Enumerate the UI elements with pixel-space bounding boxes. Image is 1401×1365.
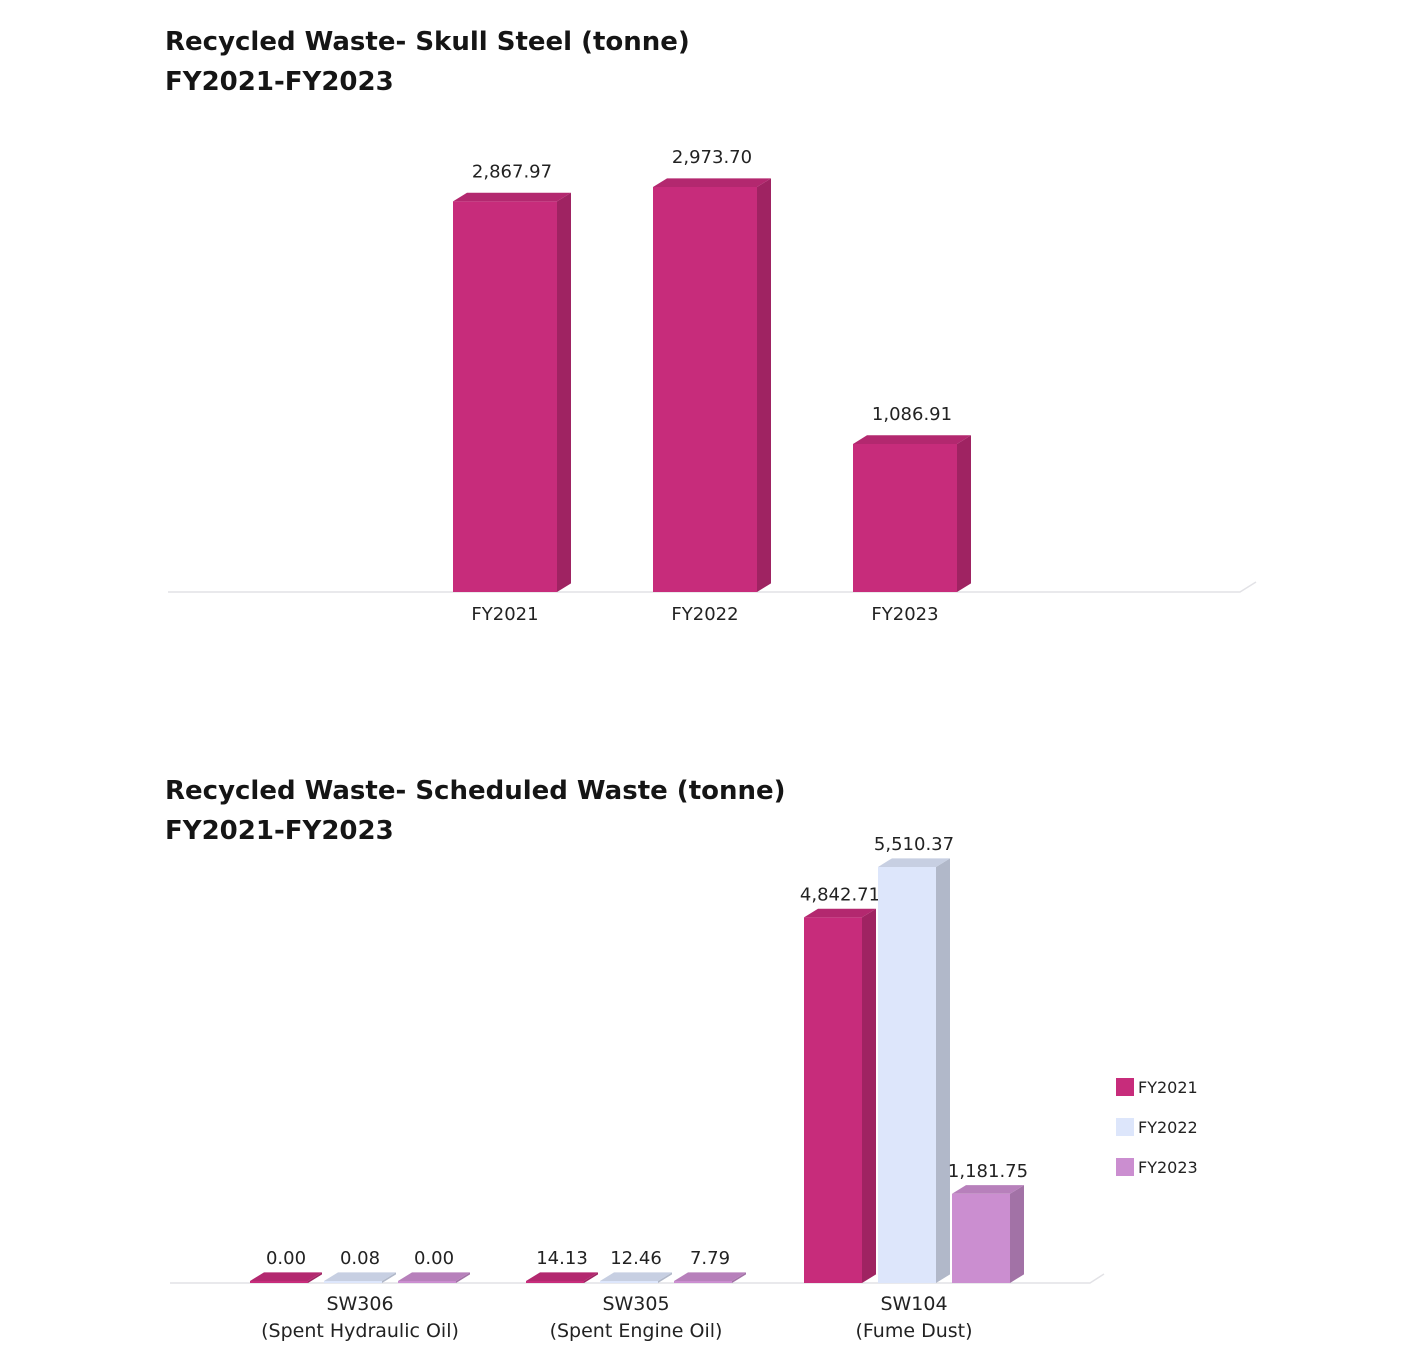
bar-front bbox=[324, 1281, 382, 1283]
bar-fy2022 bbox=[653, 178, 771, 592]
chart-title-line: Recycled Waste- Skull Steel (tonne) bbox=[165, 27, 690, 57]
bar-top bbox=[398, 1272, 470, 1281]
chart-title-line: Recycled Waste- Scheduled Waste (tonne) bbox=[165, 776, 786, 806]
bar-side bbox=[658, 1272, 672, 1283]
data-label: 0.00 bbox=[266, 1248, 306, 1269]
bar-fy2022-sw305 bbox=[600, 1272, 672, 1283]
bar-top bbox=[453, 192, 571, 202]
data-label: 1,086.91 bbox=[872, 404, 952, 425]
bar-fy2021-sw306 bbox=[250, 1272, 322, 1283]
bar-fy2022-sw104 bbox=[878, 858, 950, 1283]
bar-top bbox=[952, 1185, 1024, 1194]
legend-label: FY2021 bbox=[1138, 1077, 1198, 1097]
legend-item-fy2022: FY2022 bbox=[1116, 1107, 1198, 1147]
x-tick-label: FY2021 bbox=[471, 604, 538, 625]
bar-side bbox=[732, 1272, 746, 1283]
data-label: 4,842.71 bbox=[800, 884, 880, 905]
bar-fy2023-sw306 bbox=[398, 1272, 470, 1283]
bar-side bbox=[1010, 1185, 1024, 1283]
bar-top bbox=[674, 1272, 746, 1281]
bar-front bbox=[600, 1281, 658, 1283]
scheduled-waste-plot: 0.00 0.08 0.00 SW306 (Spent Hydraulic Oil) 14… bbox=[170, 834, 1105, 1342]
bar-fy2023-sw305 bbox=[674, 1272, 746, 1283]
legend-swatch bbox=[1116, 1078, 1134, 1096]
bar-front bbox=[674, 1281, 732, 1283]
bar-top bbox=[600, 1272, 672, 1281]
bar-side bbox=[584, 1272, 598, 1283]
bar-side bbox=[957, 435, 971, 592]
bar-top bbox=[324, 1272, 396, 1281]
x-tick-label: SW104 bbox=[880, 1293, 947, 1315]
legend-label: FY2022 bbox=[1138, 1117, 1198, 1137]
bar-front bbox=[952, 1193, 1010, 1283]
bar-side bbox=[456, 1272, 470, 1283]
x-tick-sublabel: (Fume Dust) bbox=[855, 1320, 972, 1342]
data-label: 0.08 bbox=[340, 1248, 380, 1269]
bar-top bbox=[250, 1272, 322, 1281]
bar-top bbox=[526, 1272, 598, 1281]
data-label: 14.13 bbox=[536, 1248, 588, 1269]
bar-side bbox=[757, 178, 771, 592]
bar-front bbox=[453, 201, 557, 593]
bar-side bbox=[936, 858, 950, 1283]
legend-item-fy2021: FY2021 bbox=[1116, 1067, 1198, 1107]
x-axis-baseline bbox=[170, 1273, 1105, 1284]
x-tick-label: FY2022 bbox=[671, 604, 738, 625]
bar-side bbox=[308, 1272, 322, 1283]
skull-steel-plot: 2,867.97 FY2021 2,973.70 FY2022 1,086.91 FY20… bbox=[168, 147, 1257, 625]
data-label: 2,973.70 bbox=[672, 147, 752, 168]
legend-swatch bbox=[1116, 1118, 1134, 1136]
chart-title: Recycled Waste- Skull Steel (tonne) FY20… bbox=[165, 22, 690, 102]
x-tick-sublabel: (Spent Engine Oil) bbox=[550, 1320, 723, 1342]
bar-front bbox=[804, 917, 862, 1283]
x-tick-label: SW306 bbox=[326, 1293, 393, 1315]
bar-front bbox=[878, 867, 936, 1283]
bar-side bbox=[382, 1272, 396, 1283]
chart-title: Recycled Waste- Scheduled Waste (tonne) … bbox=[165, 771, 786, 851]
bar-top bbox=[653, 178, 771, 187]
bar-front bbox=[398, 1281, 456, 1283]
bar-top bbox=[878, 858, 950, 867]
bar-side bbox=[557, 192, 571, 592]
skull-steel-chart: Recycled Waste- Skull Steel (tonne) FY20… bbox=[165, 22, 1257, 625]
chart-subtitle: FY2021-FY2023 bbox=[165, 816, 394, 846]
bar-top bbox=[804, 908, 876, 918]
chart-subtitle: FY2021-FY2023 bbox=[165, 67, 394, 97]
bar-front bbox=[653, 187, 757, 592]
x-tick-label: FY2023 bbox=[871, 604, 938, 625]
bar-fy2022-sw306 bbox=[324, 1272, 396, 1283]
x-tick-sublabel: (Spent Hydraulic Oil) bbox=[261, 1320, 459, 1342]
bar-front bbox=[526, 1281, 584, 1283]
data-label: 5,510.37 bbox=[874, 834, 954, 855]
scheduled-waste-chart: Recycled Waste- Scheduled Waste (tonne) … bbox=[0, 745, 1401, 1365]
bar-front bbox=[250, 1281, 308, 1283]
bar-top bbox=[853, 435, 971, 444]
bar-fy2023 bbox=[853, 435, 971, 592]
chart-legend: FY2021 FY2022 FY2023 bbox=[1116, 1067, 1198, 1187]
bar-fy2021-sw104 bbox=[804, 908, 876, 1283]
data-label: 7.79 bbox=[690, 1248, 730, 1269]
bar-fy2021-sw305 bbox=[526, 1272, 598, 1283]
data-label: 0.00 bbox=[414, 1248, 454, 1269]
data-label: 2,867.97 bbox=[472, 161, 552, 182]
x-tick-label: SW305 bbox=[602, 1293, 669, 1315]
legend-item-fy2023: FY2023 bbox=[1116, 1147, 1198, 1187]
legend-swatch bbox=[1116, 1158, 1134, 1176]
bar-side bbox=[862, 908, 876, 1283]
data-label: 12.46 bbox=[610, 1248, 662, 1269]
legend-label: FY2023 bbox=[1138, 1157, 1198, 1177]
bar-fy2023-sw104 bbox=[952, 1185, 1024, 1283]
bar-front bbox=[853, 443, 957, 592]
bar-fy2021 bbox=[453, 192, 571, 593]
data-label: 1,181.75 bbox=[948, 1161, 1028, 1182]
